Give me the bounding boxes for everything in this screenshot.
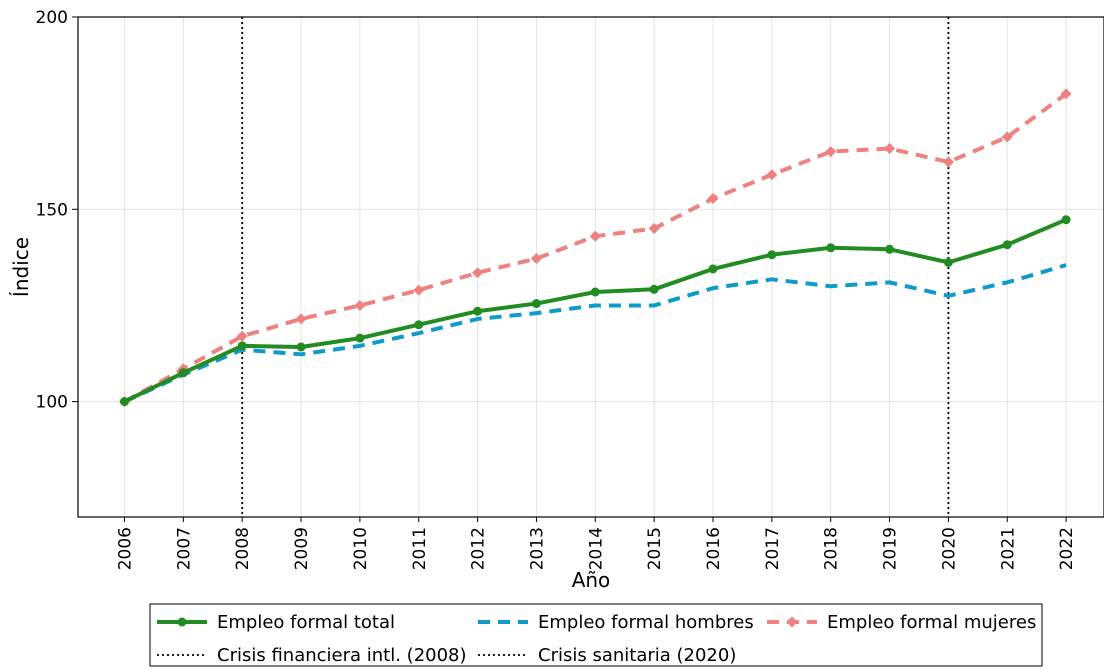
x-tick-label: 2012 bbox=[469, 527, 489, 570]
data-point bbox=[414, 320, 424, 330]
y-tick-label: 150 bbox=[36, 200, 68, 220]
x-tick-label: 2008 bbox=[233, 527, 253, 570]
grid bbox=[78, 16, 1104, 517]
series-hombres bbox=[123, 263, 1067, 404]
data-point bbox=[767, 250, 777, 260]
data-point bbox=[590, 287, 600, 297]
data-point bbox=[296, 342, 306, 352]
data-point bbox=[531, 299, 541, 309]
series-total bbox=[120, 215, 1071, 407]
data-point bbox=[472, 267, 484, 279]
x-tick-label: 2019 bbox=[881, 527, 901, 570]
x-tick-label: 2006 bbox=[116, 527, 136, 570]
x-tick-label: 2022 bbox=[1057, 527, 1077, 570]
legend-label: Empleo formal total bbox=[217, 612, 395, 633]
data-point bbox=[708, 264, 718, 274]
x-tick-label: 2018 bbox=[822, 527, 842, 570]
data-point bbox=[648, 223, 660, 235]
x-tick-label: 2016 bbox=[704, 527, 724, 570]
data-point bbox=[354, 299, 366, 311]
data-point bbox=[413, 284, 425, 296]
legend-item: Empleo formal hombres bbox=[478, 612, 754, 633]
data-point bbox=[649, 284, 659, 294]
legend-label: Crisis financiera intl. (2008) bbox=[217, 645, 467, 666]
data-point bbox=[295, 313, 307, 325]
legend-item: Empleo formal mujeres bbox=[767, 612, 1036, 633]
x-tick-label: 2011 bbox=[410, 527, 430, 570]
data-point bbox=[766, 169, 778, 181]
x-tick-label: 2009 bbox=[292, 527, 312, 570]
legend-label: Empleo formal hombres bbox=[538, 612, 754, 633]
x-tick-label: 2015 bbox=[645, 527, 665, 570]
data-point bbox=[237, 341, 247, 351]
x-axis-title: Año bbox=[572, 568, 611, 592]
series-lines bbox=[119, 88, 1072, 408]
data-point bbox=[1002, 240, 1012, 250]
data-point bbox=[707, 193, 719, 205]
legend-box bbox=[149, 603, 1043, 667]
data-point bbox=[355, 333, 365, 343]
data-point bbox=[1001, 131, 1013, 143]
series-line bbox=[123, 263, 1067, 404]
legend-marker bbox=[786, 616, 798, 628]
x-axis-ticks: 2006 2007 2008 2009 2010 2011 2012 2013 2014 2015… bbox=[116, 517, 1077, 570]
legend: Empleo formal total Empleo formal hombres… bbox=[149, 603, 1043, 667]
data-point bbox=[826, 243, 836, 253]
y-axis-title: Índice bbox=[9, 237, 33, 297]
y-axis-ticks: 100 150 200 bbox=[36, 8, 78, 413]
data-point bbox=[885, 244, 895, 254]
data-point bbox=[589, 230, 601, 242]
x-tick-label: 2020 bbox=[939, 527, 959, 570]
legend-item: Crisis sanitaria (2020) bbox=[478, 645, 736, 666]
x-tick-label: 2010 bbox=[351, 527, 371, 570]
y-tick-label: 100 bbox=[36, 393, 68, 413]
data-point bbox=[942, 156, 954, 168]
data-point bbox=[884, 143, 896, 155]
event-lines bbox=[241, 17, 950, 517]
data-point bbox=[530, 253, 542, 265]
data-point bbox=[825, 146, 837, 158]
x-tick-label: 2017 bbox=[763, 527, 783, 570]
data-point bbox=[236, 330, 248, 342]
data-point bbox=[943, 257, 953, 267]
legend-item: Crisis financiera intl. (2008) bbox=[157, 645, 467, 666]
x-tick-label: 2021 bbox=[998, 527, 1018, 570]
x-tick-label: 2007 bbox=[174, 527, 194, 570]
data-point bbox=[178, 368, 188, 378]
data-point bbox=[1061, 215, 1071, 225]
legend-label: Crisis sanitaria (2020) bbox=[538, 645, 736, 666]
x-tick-label: 2013 bbox=[527, 527, 547, 570]
y-tick-label: 200 bbox=[36, 8, 68, 28]
legend-label: Empleo formal mujeres bbox=[827, 612, 1036, 633]
plot-frame bbox=[77, 16, 1104, 518]
legend-item: Empleo formal total bbox=[157, 612, 395, 633]
data-point bbox=[473, 306, 483, 316]
legend-marker bbox=[177, 617, 187, 627]
data-point bbox=[1060, 88, 1072, 100]
data-point bbox=[120, 397, 129, 407]
x-tick-label: 2014 bbox=[586, 527, 606, 570]
